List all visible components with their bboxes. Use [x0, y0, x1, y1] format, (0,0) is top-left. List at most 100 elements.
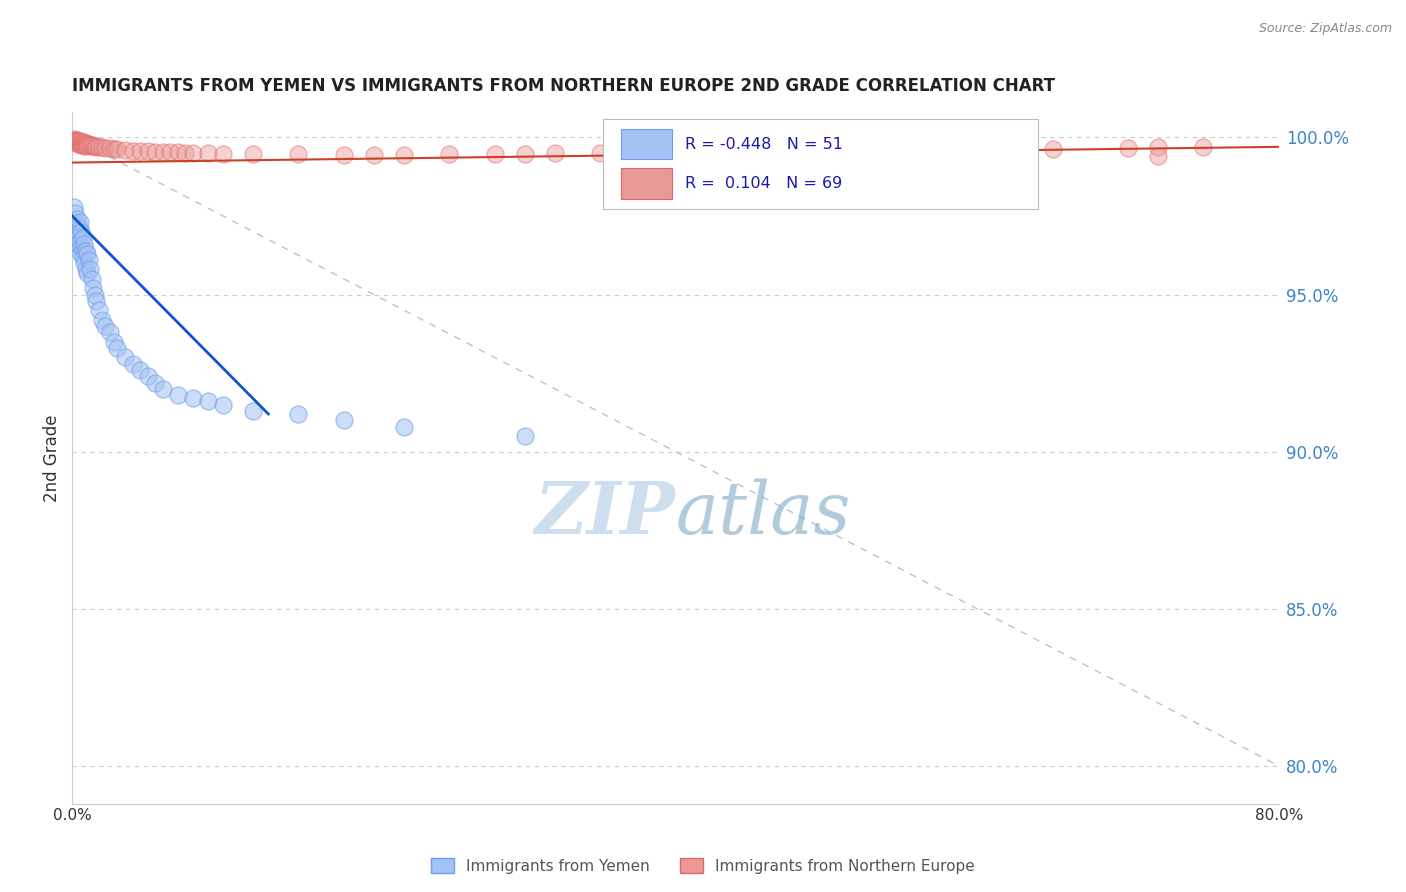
Point — [287, 407, 309, 421]
Point — [121, 144, 143, 158]
Point — [67, 134, 90, 148]
Point — [94, 141, 117, 155]
Point — [363, 148, 385, 162]
Point — [67, 136, 90, 151]
Point — [91, 140, 114, 154]
Text: R = -0.448   N = 51: R = -0.448 N = 51 — [685, 136, 844, 152]
Point — [76, 139, 98, 153]
Point — [129, 363, 152, 377]
Point — [166, 145, 188, 160]
Point — [332, 413, 354, 427]
Point — [439, 147, 461, 161]
Point — [181, 146, 204, 161]
Point — [89, 303, 111, 318]
Point — [181, 391, 204, 405]
Point — [86, 138, 108, 153]
Point — [75, 262, 97, 277]
Point — [70, 225, 93, 239]
Point — [107, 341, 129, 355]
Point — [77, 252, 100, 267]
Text: R =  0.104   N = 69: R = 0.104 N = 69 — [685, 176, 842, 191]
Point — [484, 147, 506, 161]
Point — [69, 134, 91, 148]
Point — [62, 219, 84, 233]
Point — [287, 147, 309, 161]
Point — [136, 145, 159, 159]
Point — [589, 146, 612, 161]
Point — [740, 145, 762, 159]
Point — [67, 219, 90, 233]
Point — [212, 146, 235, 161]
Point — [77, 137, 100, 152]
Point — [72, 250, 94, 264]
Point — [815, 145, 838, 159]
Point — [152, 145, 174, 159]
FancyBboxPatch shape — [621, 128, 672, 160]
Point — [72, 136, 94, 150]
Point — [75, 244, 97, 258]
Point — [544, 146, 567, 161]
Point — [129, 144, 152, 158]
Point — [1192, 140, 1215, 154]
Point — [143, 145, 166, 159]
Point — [94, 318, 117, 333]
Point — [114, 143, 136, 157]
Point — [76, 246, 98, 260]
Point — [513, 146, 536, 161]
Point — [392, 419, 415, 434]
Text: Source: ZipAtlas.com: Source: ZipAtlas.com — [1258, 22, 1392, 36]
Point — [174, 145, 197, 160]
Point — [66, 133, 89, 147]
Point — [152, 382, 174, 396]
Point — [89, 140, 111, 154]
Point — [242, 404, 264, 418]
Point — [69, 234, 91, 248]
Point — [72, 231, 94, 245]
Point — [143, 376, 166, 390]
Point — [69, 221, 91, 235]
Point — [73, 138, 96, 153]
Point — [62, 134, 84, 148]
Point — [98, 141, 121, 155]
Point — [332, 147, 354, 161]
Point — [197, 146, 219, 161]
Point — [73, 237, 96, 252]
Point — [65, 134, 87, 148]
Point — [73, 136, 96, 151]
Point — [136, 369, 159, 384]
Point — [513, 429, 536, 443]
Point — [73, 256, 96, 270]
Point — [66, 212, 89, 227]
Point — [75, 138, 97, 153]
Point — [69, 136, 91, 151]
Point — [70, 137, 93, 152]
Point — [76, 136, 98, 151]
Text: ZIP: ZIP — [534, 478, 675, 549]
Legend: Immigrants from Yemen, Immigrants from Northern Europe: Immigrants from Yemen, Immigrants from N… — [425, 852, 981, 880]
Point — [86, 293, 108, 308]
Point — [1147, 140, 1170, 154]
Point — [103, 142, 125, 156]
Y-axis label: 2nd Grade: 2nd Grade — [44, 414, 60, 501]
Point — [1147, 149, 1170, 163]
FancyBboxPatch shape — [621, 169, 672, 199]
Point — [664, 145, 686, 160]
Point — [392, 147, 415, 161]
Point — [75, 136, 97, 150]
Point — [72, 244, 94, 258]
Point — [65, 221, 87, 235]
Point — [91, 312, 114, 326]
Text: atlas: atlas — [675, 478, 851, 549]
Point — [72, 137, 94, 152]
Point — [69, 215, 91, 229]
Point — [65, 206, 87, 220]
Point — [67, 237, 90, 252]
Point — [72, 135, 94, 149]
Point — [66, 136, 89, 150]
Point — [69, 135, 91, 149]
Point — [242, 147, 264, 161]
Point — [62, 132, 84, 146]
Point — [98, 325, 121, 339]
Point — [67, 135, 90, 149]
Point — [82, 138, 104, 153]
